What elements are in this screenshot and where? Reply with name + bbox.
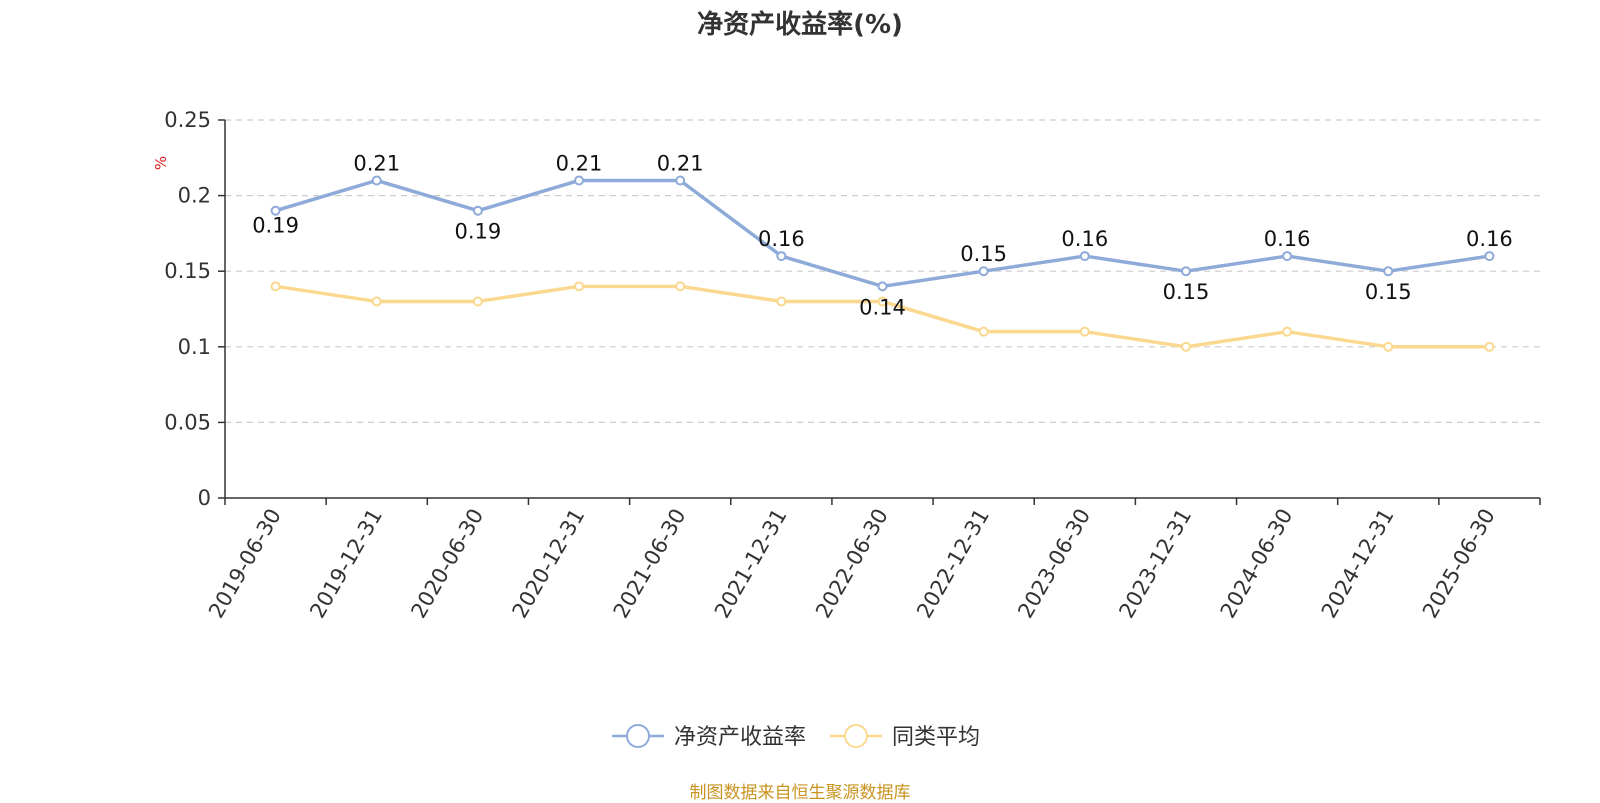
data-label: 0.16 — [1466, 227, 1513, 251]
data-label: 0.16 — [1061, 227, 1108, 251]
x-tick-label: 2023-12-31 — [1114, 505, 1196, 623]
y-tick-label: 0.1 — [178, 335, 211, 359]
data-point-0[interactable] — [1484, 251, 1495, 262]
data-source-note: 制图数据来自恒生聚源数据库 — [689, 783, 911, 803]
data-label: 0.16 — [1264, 227, 1311, 251]
data-label: 0.16 — [758, 227, 805, 251]
data-point-1[interactable] — [574, 281, 585, 292]
data-point-1[interactable] — [270, 281, 281, 292]
data-point-0[interactable] — [1282, 251, 1293, 262]
data-point-1[interactable] — [1180, 341, 1191, 352]
series-group — [270, 175, 1495, 352]
x-tick-label: 2025-06-30 — [1418, 505, 1500, 623]
y-tick-label: 0 — [198, 486, 211, 510]
x-tick-label: 2021-06-30 — [609, 505, 691, 623]
y-axis-ticks: 0 0.05 0.1 0.15 0.2 0.25 — [164, 108, 225, 510]
data-point-0[interactable] — [472, 205, 483, 216]
grid-lines — [225, 119, 1540, 423]
legend-label: 同类平均 — [892, 725, 980, 750]
data-point-0[interactable] — [574, 175, 585, 186]
x-tick-label: 2019-12-31 — [305, 505, 387, 623]
data-label: 0.19 — [455, 220, 502, 244]
data-point-0[interactable] — [978, 266, 989, 277]
data-point-1[interactable] — [776, 296, 787, 307]
y-tick-label: 0.05 — [164, 410, 211, 434]
data-point-0[interactable] — [1079, 251, 1090, 262]
data-label: 0.21 — [657, 151, 704, 175]
legend-circle-icon — [626, 724, 650, 748]
data-point-0[interactable] — [270, 205, 281, 216]
legend-circle-icon — [844, 724, 868, 748]
data-label: 0.21 — [353, 151, 400, 175]
data-point-1[interactable] — [371, 296, 382, 307]
y-tick-label: 0.2 — [178, 184, 211, 208]
data-label: 0.19 — [252, 214, 299, 238]
data-label: 0.15 — [1365, 280, 1412, 304]
data-point-1[interactable] — [472, 296, 483, 307]
chart-title: 净资产收益率(%) — [697, 10, 903, 40]
data-point-0[interactable] — [371, 175, 382, 186]
legend-label: 净资产收益率 — [674, 725, 806, 750]
x-tick-label: 2020-06-30 — [406, 505, 488, 623]
data-point-1[interactable] — [877, 296, 888, 307]
data-point-1[interactable] — [675, 281, 686, 292]
data-point-1[interactable] — [1079, 326, 1090, 337]
x-tick-label: 2022-12-31 — [912, 504, 994, 622]
data-labels: 0.19 0.21 0.19 0.21 0.21 0.16 0.14 0.15 0.16 0.15… — [252, 151, 1513, 319]
legend-item-1[interactable]: 同类平均 — [830, 724, 980, 750]
x-tick-label: 2024-12-31 — [1317, 505, 1399, 623]
data-point-1[interactable] — [978, 326, 989, 337]
data-point-0[interactable] — [675, 175, 686, 186]
x-tick-label: 2023-06-30 — [1013, 505, 1095, 623]
data-point-0[interactable] — [776, 251, 787, 262]
data-label: 0.14 — [859, 295, 906, 319]
data-label: 0.21 — [556, 151, 603, 175]
y-tick-label: 0.15 — [164, 259, 211, 283]
y-axis-unit-label: % — [152, 156, 170, 170]
data-point-1[interactable] — [1282, 326, 1293, 337]
legend-item-0[interactable]: 净资产收益率 — [612, 724, 806, 750]
x-tick-label: 2022-06-30 — [811, 505, 893, 623]
data-point-0[interactable] — [1383, 266, 1394, 277]
data-point-1[interactable] — [1484, 341, 1495, 352]
data-label: 0.15 — [960, 242, 1007, 266]
axes — [224, 120, 1540, 499]
x-tick-label: 2024-06-30 — [1216, 505, 1298, 623]
data-point-1[interactable] — [1383, 341, 1394, 352]
x-tick-label: 2020-12-31 — [508, 505, 590, 623]
x-tick-label: 2019-06-30 — [204, 505, 286, 623]
x-tick-label: 2021-12-31 — [710, 505, 792, 623]
data-label: 0.15 — [1163, 280, 1210, 304]
y-tick-label: 0.25 — [164, 108, 211, 132]
data-point-0[interactable] — [1180, 266, 1191, 277]
x-axis-ticks: 2019-06-30 2019-12-31 2020-06-30 2020-12-31… — [204, 498, 1541, 623]
legend[interactable]: 净资产收益率 同类平均 — [612, 724, 980, 750]
data-point-0[interactable] — [877, 281, 888, 292]
